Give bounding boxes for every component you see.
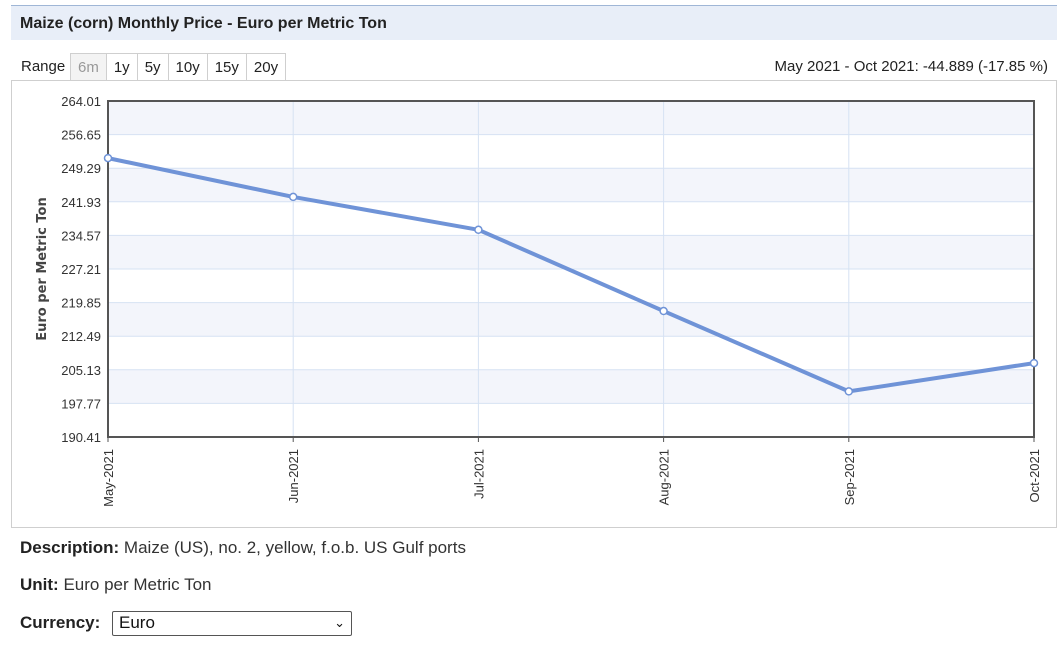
description-row: Description: Maize (US), no. 2, yellow, …: [20, 538, 466, 558]
y-tick-label: 197.77: [61, 396, 101, 411]
y-tick-label: 241.93: [61, 195, 101, 210]
plot-frame: [107, 100, 1035, 438]
grid-band: [108, 235, 1034, 269]
x-tick-label: Jun-2021: [286, 449, 301, 503]
currency-selected-value: Euro: [119, 613, 155, 632]
range-label: Range: [21, 58, 66, 75]
x-tick-label: Jul-2021: [471, 449, 486, 499]
y-tick-label: 205.13: [61, 363, 101, 378]
range-button-20y[interactable]: 20y: [246, 54, 286, 81]
series-line: [106, 156, 1036, 394]
x-tick-label: Aug-2021: [657, 449, 672, 505]
range-button-1y[interactable]: 1y: [106, 54, 138, 81]
range-button-6m[interactable]: 6m: [71, 54, 107, 81]
y-tick-label: 234.57: [61, 228, 101, 243]
data-point: [659, 306, 668, 316]
currency-select[interactable]: Euro ⌄: [112, 611, 352, 636]
y-tick-label: 219.85: [61, 296, 101, 311]
grid-band: [108, 168, 1034, 202]
y-tick-label: 212.49: [61, 329, 101, 344]
y-tick-label: 256.65: [61, 128, 101, 143]
description-label: Description:: [20, 538, 120, 557]
y-tick-label: 249.29: [61, 161, 101, 176]
range-button-10y[interactable]: 10y: [168, 54, 208, 81]
range-button-5y[interactable]: 5y: [137, 54, 169, 81]
line-chart: 264.01 256.65 249.29 241.93 234.57 227.21 219.…: [35, 94, 1042, 507]
range-toolbar: Range 6m 1y 5y 10y 15y 20y May 2021 - Oc…: [11, 53, 1057, 81]
grid-band: [108, 302, 1034, 337]
currency-row: Currency:: [20, 613, 100, 633]
y-tick-label: 264.01: [61, 94, 101, 109]
data-point: [474, 225, 483, 235]
chevron-down-icon: ⌄: [334, 615, 345, 630]
description-value: Maize (US), no. 2, yellow, f.o.b. US Gul…: [123, 538, 466, 557]
x-tick-label: May-2021: [101, 449, 116, 507]
y-axis-title: Euro per Metric Ton: [35, 197, 50, 340]
data-point: [1029, 358, 1039, 368]
x-tick-label: Oct-2021: [1027, 449, 1042, 502]
chart-container: 264.01 256.65 249.29 241.93 234.57 227.21 219.…: [11, 80, 1057, 528]
page-title: Maize (corn) Monthly Price - Euro per Me…: [20, 15, 387, 32]
unit-value: Euro per Metric Ton: [63, 575, 212, 594]
x-tick-label: Sep-2021: [842, 449, 857, 505]
range-button-15y[interactable]: 15y: [207, 54, 247, 81]
data-point: [103, 153, 113, 163]
currency-label: Currency:: [20, 613, 101, 632]
unit-label: Unit:: [20, 575, 59, 594]
data-point: [844, 387, 854, 396]
chart-header: Maize (corn) Monthly Price - Euro per Me…: [11, 5, 1057, 40]
grid-band: [108, 101, 1034, 135]
price-change-summary: May 2021 - Oct 2021: -44.889 (-17.85 %): [774, 58, 1048, 75]
range-button-group: 6m 1y 5y 10y 15y 20y: [70, 53, 287, 81]
y-tick-label: 190.41: [61, 430, 101, 445]
data-point: [288, 192, 298, 202]
y-tick-label: 227.21: [61, 262, 101, 277]
unit-row: Unit: Euro per Metric Ton: [20, 575, 211, 595]
grid-band: [108, 369, 1034, 404]
